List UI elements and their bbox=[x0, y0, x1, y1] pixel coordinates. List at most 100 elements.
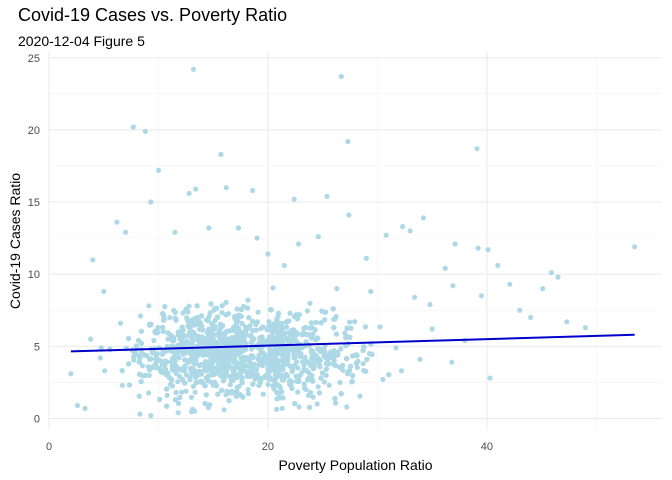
scatter-point bbox=[324, 193, 330, 199]
scatter-point bbox=[270, 358, 276, 364]
scatter-point bbox=[319, 308, 325, 314]
scatter-point bbox=[170, 337, 176, 344]
scatter-point bbox=[238, 355, 244, 361]
scatter-point bbox=[304, 331, 310, 338]
scatter-point bbox=[206, 225, 212, 231]
scatter-point bbox=[256, 382, 262, 388]
scatter-point bbox=[197, 379, 203, 385]
scatter-point bbox=[187, 376, 193, 383]
scatter-point bbox=[327, 352, 333, 358]
scatter-point bbox=[207, 310, 213, 316]
scatter-point bbox=[323, 360, 329, 367]
scatter-point bbox=[235, 225, 241, 231]
scatter-point bbox=[281, 262, 287, 269]
scatter-point bbox=[334, 286, 340, 292]
scatter-point bbox=[243, 329, 249, 335]
scatter-point bbox=[183, 388, 189, 394]
scatter-point bbox=[257, 339, 263, 345]
scatter-point bbox=[279, 405, 285, 411]
scatter-point bbox=[280, 395, 286, 401]
scatter-point bbox=[231, 357, 238, 363]
scatter-point bbox=[450, 283, 456, 289]
scatter-point bbox=[386, 372, 392, 378]
scatter-point bbox=[184, 315, 190, 321]
scatter-point bbox=[361, 368, 367, 374]
scatter-point bbox=[309, 356, 315, 362]
scatter-point bbox=[175, 343, 181, 349]
scatter-point bbox=[225, 311, 231, 317]
scatter-point bbox=[172, 315, 178, 321]
scatter-point bbox=[265, 251, 271, 257]
scatter-point bbox=[138, 328, 144, 334]
scatter-point bbox=[267, 375, 273, 381]
scatter-point bbox=[101, 288, 107, 295]
scatter-point bbox=[160, 362, 166, 368]
scatter-point bbox=[160, 328, 166, 335]
scatter-point bbox=[164, 392, 170, 398]
scatter-point bbox=[163, 348, 169, 354]
scatter-point bbox=[304, 308, 310, 314]
scatter-point bbox=[179, 389, 185, 395]
scatter-point bbox=[126, 361, 132, 367]
scatter-point bbox=[279, 328, 285, 334]
scatter-point bbox=[266, 324, 272, 330]
scatter-point bbox=[235, 373, 241, 379]
scatter-point bbox=[333, 331, 340, 337]
scatter-point bbox=[346, 212, 352, 218]
scatter-point bbox=[301, 381, 307, 387]
scatter-point bbox=[307, 300, 313, 306]
x-tick-label: 20 bbox=[262, 441, 274, 453]
scatter-point bbox=[289, 368, 295, 374]
scatter-point bbox=[331, 357, 337, 364]
scatter-point bbox=[194, 352, 200, 358]
scatter-point bbox=[173, 389, 179, 396]
scatter-point bbox=[293, 332, 299, 338]
scatter-point bbox=[235, 325, 241, 331]
scatter-point bbox=[190, 406, 196, 412]
scatter-point bbox=[233, 393, 239, 399]
scatter-point bbox=[265, 382, 271, 388]
scatter-point bbox=[153, 356, 159, 362]
scatter-point bbox=[238, 306, 245, 313]
scatter-point bbox=[151, 337, 157, 344]
scatter-point bbox=[161, 317, 167, 323]
scatter-point bbox=[474, 146, 480, 152]
scatter-point bbox=[149, 350, 155, 356]
scatter-point bbox=[266, 368, 272, 374]
scatter-point bbox=[203, 317, 210, 323]
scatter-point bbox=[147, 356, 153, 362]
scatter-point bbox=[230, 373, 236, 380]
scatter-point bbox=[148, 413, 154, 419]
scatter-point bbox=[198, 361, 204, 367]
y-tick-label: 20 bbox=[28, 125, 40, 137]
scatter-point bbox=[136, 393, 142, 399]
scatter-point bbox=[191, 316, 197, 322]
scatter-point bbox=[340, 367, 346, 373]
scatter-point bbox=[277, 364, 283, 370]
scatter-point bbox=[268, 349, 274, 355]
scatter-point bbox=[345, 369, 351, 375]
scatter-point bbox=[172, 309, 178, 315]
scatter-point bbox=[171, 349, 177, 355]
scatter-point bbox=[214, 314, 220, 320]
scatter-point bbox=[125, 335, 132, 342]
scatter-point bbox=[210, 365, 216, 371]
scatter-point bbox=[222, 341, 228, 347]
scatter-point bbox=[288, 334, 294, 340]
scatter-point bbox=[335, 349, 341, 356]
scatter-point bbox=[218, 355, 224, 361]
scatter-point bbox=[155, 329, 161, 336]
scatter-point bbox=[169, 383, 175, 389]
scatter-point bbox=[152, 364, 158, 371]
scatter-point bbox=[303, 325, 309, 331]
scatter-point bbox=[344, 356, 350, 362]
scatter-point bbox=[245, 297, 251, 303]
scatter-point bbox=[161, 313, 167, 319]
scatter-point bbox=[274, 359, 280, 366]
scatter-point bbox=[256, 362, 262, 368]
scatter-point bbox=[337, 379, 343, 386]
scatter-point bbox=[248, 333, 254, 339]
scatter-point bbox=[223, 299, 229, 306]
scatter-point bbox=[246, 315, 252, 321]
